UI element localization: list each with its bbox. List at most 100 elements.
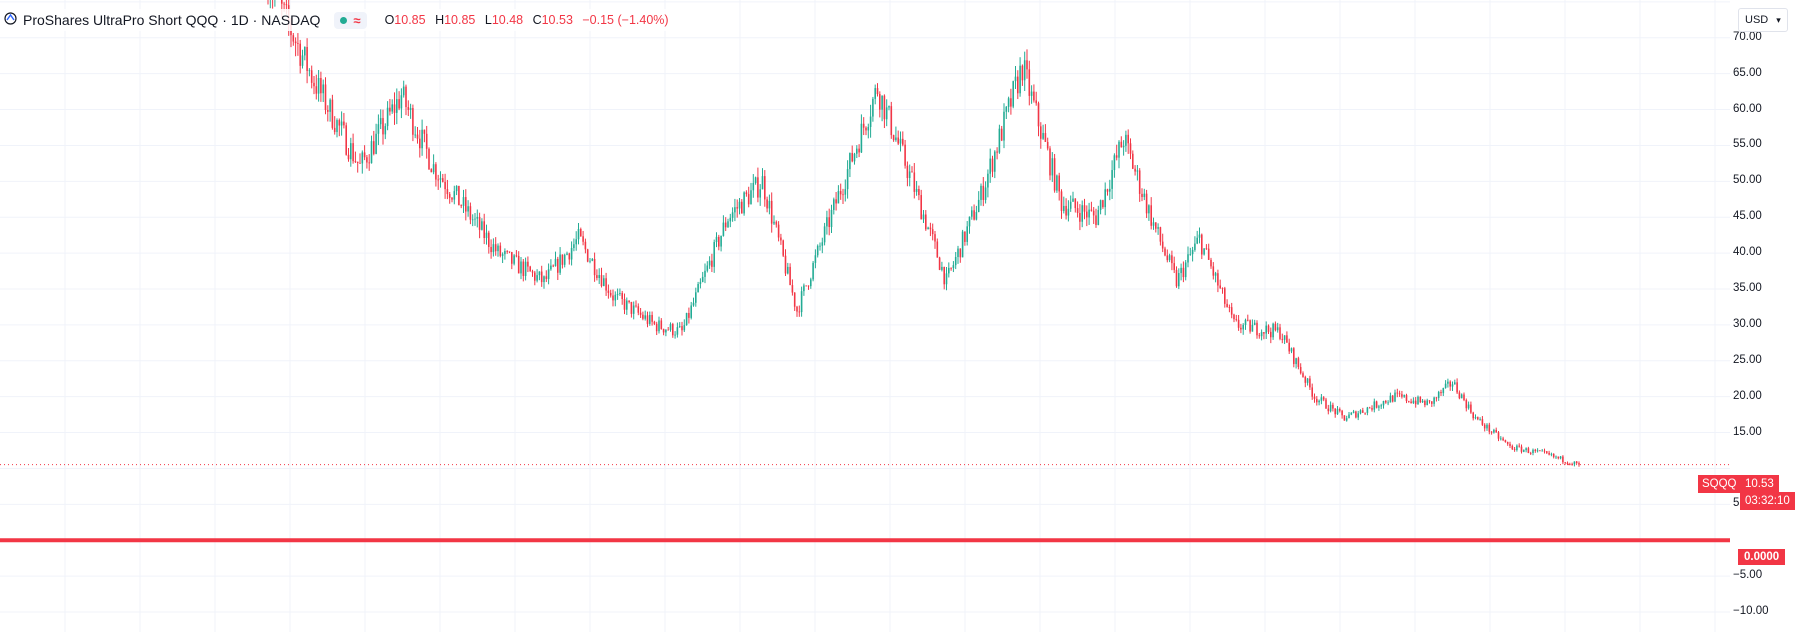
- candle: [1005, 106, 1008, 119]
- candle-body: [1495, 429, 1497, 433]
- candle-body: [1410, 401, 1412, 404]
- candle: [1451, 381, 1454, 391]
- candle-body: [1182, 267, 1185, 278]
- chart-area[interactable]: [0, 0, 1730, 632]
- candle-body: [345, 125, 347, 155]
- candle: [511, 251, 513, 270]
- candle-body: [1145, 193, 1148, 214]
- candle: [853, 152, 856, 165]
- candle-body: [701, 276, 704, 282]
- candle: [662, 328, 665, 336]
- candle: [1118, 140, 1120, 169]
- candle: [890, 101, 893, 139]
- candle-body: [644, 315, 646, 319]
- candle: [356, 161, 359, 173]
- candle-body: [1332, 404, 1334, 409]
- candle-body: [331, 99, 334, 128]
- candle: [1382, 400, 1385, 409]
- candle: [649, 311, 651, 326]
- candle: [669, 322, 672, 332]
- candle-body: [621, 293, 623, 300]
- candle: [570, 241, 573, 266]
- candle: [1159, 226, 1162, 246]
- candle: [630, 301, 633, 318]
- candle-body: [860, 123, 863, 153]
- candle: [1534, 448, 1537, 453]
- candle: [1198, 227, 1201, 244]
- candle-body: [1226, 303, 1228, 308]
- candle: [589, 258, 591, 264]
- candle: [1249, 319, 1251, 334]
- market-status-pill[interactable]: ≈: [334, 11, 367, 29]
- candle-body: [630, 301, 633, 314]
- candle-body: [692, 302, 695, 306]
- candle-body: [690, 305, 692, 318]
- candle: [1155, 222, 1157, 233]
- candle: [998, 124, 1001, 154]
- candle-body: [1065, 205, 1067, 216]
- candle: [798, 305, 801, 317]
- candle-body: [982, 185, 985, 200]
- candle-body: [874, 88, 876, 99]
- candle-body: [1318, 400, 1320, 403]
- candle: [908, 164, 911, 187]
- candle-body: [520, 261, 522, 274]
- candle: [540, 265, 543, 287]
- candle-body: [812, 262, 814, 280]
- symbol-logo-icon[interactable]: [4, 12, 17, 28]
- candle: [833, 197, 835, 215]
- candle-body: [1148, 205, 1150, 214]
- candle-body: [729, 217, 732, 222]
- candle: [929, 222, 932, 237]
- candle: [1097, 205, 1100, 226]
- candle-body: [642, 314, 644, 319]
- candle: [676, 322, 679, 338]
- candle-body: [1460, 394, 1463, 399]
- candle-body: [757, 177, 759, 198]
- candle-body: [1355, 411, 1357, 418]
- currency-button[interactable]: USD ▾: [1738, 8, 1788, 32]
- candle: [561, 254, 564, 269]
- candle: [1550, 452, 1553, 457]
- candle: [842, 188, 844, 204]
- candle-body: [531, 271, 534, 273]
- price-chart[interactable]: [0, 0, 1730, 632]
- candle: [1520, 444, 1523, 454]
- candle: [826, 210, 828, 235]
- candle: [796, 305, 798, 317]
- candle: [1228, 304, 1231, 313]
- candle-body: [1026, 60, 1028, 70]
- candle-body: [1180, 267, 1182, 274]
- candle: [1205, 244, 1208, 250]
- candle: [614, 291, 617, 307]
- candle: [1380, 403, 1382, 410]
- candle: [984, 181, 987, 204]
- candle: [269, 0, 271, 9]
- candle: [1479, 417, 1481, 421]
- candle-body: [485, 232, 488, 239]
- candle: [982, 177, 985, 207]
- candle: [596, 269, 598, 281]
- candle: [531, 269, 534, 277]
- price-axis[interactable]: 70.00 65.00 60.00 55.00 50.00 45.00 40.00 35.00…: [1730, 0, 1795, 632]
- candle-body: [1003, 111, 1005, 141]
- candle-body: [338, 120, 341, 126]
- candle-body: [407, 107, 410, 110]
- candle: [478, 212, 481, 239]
- candle: [931, 223, 934, 241]
- symbol-legend: ProShares UltraPro Short QQQ · 1D · NASD…: [4, 9, 681, 31]
- candle: [793, 292, 796, 311]
- candle: [805, 285, 807, 287]
- candle-body: [476, 216, 479, 219]
- candle-body: [1175, 269, 1178, 287]
- candle: [1474, 414, 1477, 420]
- candle-body: [577, 229, 580, 240]
- candle-body: [416, 134, 419, 139]
- candle-body: [998, 128, 1001, 153]
- candle-body: [1523, 450, 1525, 452]
- symbol-title[interactable]: ProShares UltraPro Short QQQ: [23, 12, 219, 28]
- candle: [1366, 406, 1369, 416]
- candle-body: [1573, 461, 1576, 465]
- candle-body: [294, 41, 297, 44]
- price-tick-label: 35.00: [1733, 282, 1762, 294]
